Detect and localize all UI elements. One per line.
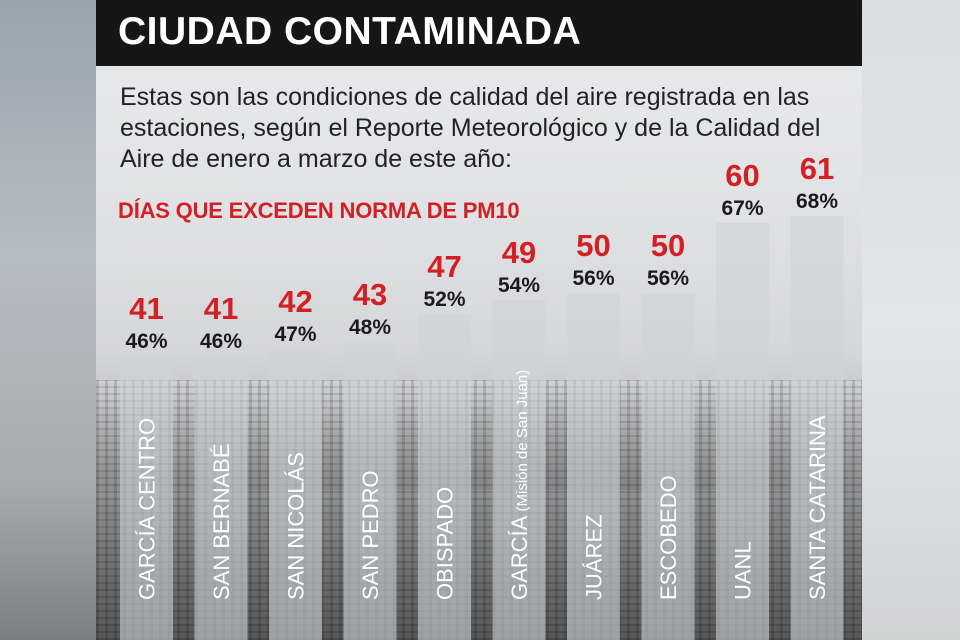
bar (641, 293, 695, 640)
category-label: SAN PEDRO (358, 470, 383, 600)
infographic-panel: CIUDAD CONTAMINADA Estas son las condici… (96, 0, 862, 640)
category-label-main: JUÁREZ (582, 514, 607, 600)
intro-text: Estas son las condiciones de calidad del… (120, 83, 821, 173)
percent-label: 48% (349, 316, 391, 339)
value-label: 42 (278, 284, 312, 319)
category-label: OBISPADO (433, 487, 458, 600)
percent-label: 46% (200, 330, 242, 353)
category-label: UANL (731, 541, 756, 600)
background-right (862, 0, 960, 640)
percent-label: 46% (125, 330, 167, 353)
value-label: 60 (725, 158, 759, 193)
percent-label: 67% (721, 197, 763, 220)
bar (269, 349, 322, 640)
category-label-sub: (Misión de San Juan) (514, 370, 531, 516)
category-label: ESCOBEDO (656, 475, 681, 600)
bar (194, 356, 248, 640)
percent-label: 68% (796, 190, 838, 213)
bar (492, 300, 546, 640)
title-bar: CIUDAD CONTAMINADA (96, 0, 862, 66)
category-label-main: ESCOBEDO (656, 475, 681, 600)
category-label-main: OBISPADO (433, 487, 458, 600)
value-label: 41 (204, 291, 238, 326)
bar-chart: 46% 41 GARCÍA CENTRO 46% 41 SAN BERNABÉ 47% 42 S… (120, 151, 844, 640)
bar (418, 314, 471, 640)
percent-label: 47% (274, 323, 316, 346)
category-label-main: SAN BERNABÉ (209, 444, 234, 601)
bar (716, 223, 769, 640)
chart-title: DÍAS QUE EXCEDEN NORMA DE PM10 (118, 198, 520, 223)
value-label: 61 (800, 151, 834, 186)
bar (120, 356, 173, 640)
background-left (0, 0, 96, 640)
category-label-main: GARCÍA (507, 515, 532, 600)
category-label-main: SAN PEDRO (358, 470, 383, 600)
value-label: 47 (427, 249, 461, 284)
value-label: 41 (129, 291, 163, 326)
category-label: GARCÍA CENTRO (135, 418, 160, 600)
bar (790, 216, 844, 640)
value-label: 50 (651, 228, 685, 263)
percent-label: 56% (572, 267, 614, 290)
category-label-main: UANL (731, 541, 756, 600)
value-label: 43 (353, 277, 387, 312)
category-label: GARCÍA (Misión de San Juan) (507, 370, 532, 600)
bar (343, 342, 397, 640)
category-label: JUÁREZ (582, 514, 607, 600)
category-label-main: SANTA CATARINA (805, 415, 830, 600)
category-label-main: SAN NICOLÁS (284, 452, 309, 600)
percent-label: 52% (423, 288, 465, 311)
category-label: SANTA CATARINA (805, 415, 830, 600)
category-label: SAN BERNABÉ (209, 444, 234, 601)
value-label: 49 (502, 235, 536, 270)
category-label-main: GARCÍA CENTRO (135, 418, 160, 600)
percent-label: 54% (498, 274, 540, 297)
percent-label: 56% (647, 267, 689, 290)
page-title: CIUDAD CONTAMINADA (118, 10, 582, 53)
bar (567, 293, 620, 640)
category-label: SAN NICOLÁS (284, 452, 309, 600)
value-label: 50 (576, 228, 610, 263)
